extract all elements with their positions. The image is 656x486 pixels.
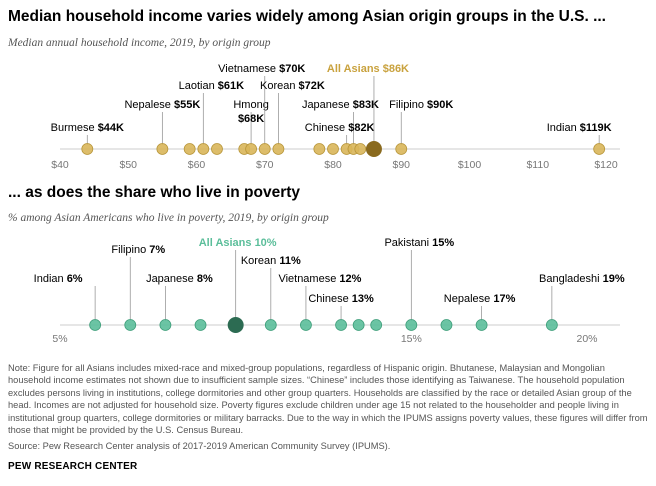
data-point <box>313 143 326 155</box>
tick-label: 20% <box>576 333 597 345</box>
point-label: All Asians 10% <box>199 237 277 249</box>
point-label: Indian 6% <box>34 273 83 285</box>
tick-label: $60 <box>188 159 206 171</box>
point-label: Hmong $68K <box>233 99 268 125</box>
point-label: Burmese $44K <box>51 122 124 134</box>
point-label: Korean $72K <box>260 80 325 92</box>
point-label: Vietnamese $70K <box>218 63 305 75</box>
all-asians-point <box>227 317 244 333</box>
tick-label: 5% <box>52 333 67 345</box>
poverty-dot-plot: 5% 15% 20% Indian 6% Filipino 7% Japanese 8% A… <box>34 237 625 345</box>
data-point <box>370 319 383 331</box>
income-chart-subtitle: Median annual household income, 2019, by… <box>8 37 271 49</box>
tick-label: $80 <box>324 159 342 171</box>
data-point <box>327 143 339 155</box>
point-label: Chinese $82K <box>305 122 375 134</box>
brand-logo-text: PEW RESEARCH CENTER <box>8 461 138 472</box>
data-point <box>156 143 169 155</box>
data-point <box>194 319 207 331</box>
tick-label: $50 <box>119 159 137 171</box>
data-point <box>197 143 210 155</box>
data-point <box>183 143 196 155</box>
income-dot-plot: $40 $50 $60 $70 $80 $90 $100 $110 $120 Burmese $4… <box>51 63 620 171</box>
point-label: Filipino 7% <box>111 244 165 256</box>
point-label: Bangladeshi 19% <box>539 273 625 285</box>
tick-label: $70 <box>256 159 274 171</box>
data-point <box>124 319 137 331</box>
data-point <box>405 319 418 331</box>
point-label: Laotian $61K <box>179 80 245 92</box>
data-point <box>593 143 606 155</box>
all-asians-point <box>365 141 382 157</box>
point-label: Japanese 8% <box>146 273 213 285</box>
footnote: Note: Figure for all Asians includes mix… <box>8 363 648 436</box>
data-point <box>300 319 312 331</box>
point-label: Filipino $90K <box>389 99 453 111</box>
poverty-chart-title: ... as does the share who live in povert… <box>8 184 301 201</box>
data-point <box>545 319 558 331</box>
poverty-chart-subtitle: % among Asian Americans who live in pove… <box>8 212 329 224</box>
data-point <box>354 143 367 155</box>
tick-label: $100 <box>458 159 482 171</box>
income-chart-title: Median household income varies widely am… <box>8 8 606 25</box>
point-label: All Asians $86K <box>327 63 409 75</box>
tick-label: 15% <box>401 333 422 345</box>
tick-label: $90 <box>392 159 410 171</box>
point-label: Nepalese $55K <box>124 99 200 111</box>
tick-label: $110 <box>526 159 549 171</box>
tick-label: $40 <box>51 159 69 171</box>
data-point <box>440 319 453 331</box>
tick-label: $120 <box>594 159 618 171</box>
point-label: Japanese $83K <box>302 99 379 111</box>
data-point <box>211 143 223 155</box>
data-point <box>81 143 94 155</box>
data-point <box>352 319 365 331</box>
point-label: Pakistani 15% <box>384 237 454 249</box>
data-point <box>159 319 172 331</box>
point-label: Indian $119K <box>547 122 612 134</box>
point-label: Nepalese 17% <box>444 293 516 305</box>
data-point <box>89 319 102 331</box>
data-point <box>245 143 258 155</box>
point-label: Korean 11% <box>241 255 301 267</box>
data-point <box>475 319 488 331</box>
data-point <box>395 143 408 155</box>
data-point <box>264 319 277 331</box>
source-line: Source: Pew Research Center analysis of … <box>8 441 391 451</box>
point-label: Vietnamese 12% <box>278 273 361 285</box>
point-label: Chinese 13% <box>308 293 374 305</box>
data-point <box>335 319 347 331</box>
data-point <box>272 143 285 155</box>
data-point <box>258 143 271 155</box>
